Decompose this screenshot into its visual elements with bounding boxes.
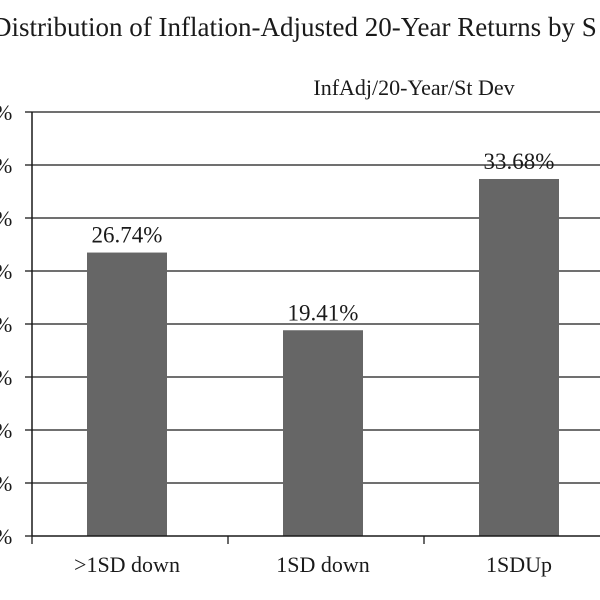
bar [479,178,559,536]
y-axis-ticks: %%%%%%%%% [0,100,32,549]
y-tick-label: % [0,524,12,549]
y-tick-label: % [0,312,12,337]
data-label: 33.68% [484,149,555,174]
axes [31,112,600,537]
x-tick-label: >1SD down [74,552,180,577]
y-tick-label: % [0,100,12,125]
x-tick-label: 1SD down [276,552,370,577]
y-tick-label: % [0,418,12,443]
y-tick-label: % [0,365,12,390]
y-tick-label: % [0,206,12,231]
y-tick-label: % [0,153,12,178]
value-labels: 26.74% 19.41% 33.68% [92,149,555,325]
bar [87,252,167,536]
data-label: 26.74% [92,223,163,248]
x-tick-label: 1SDUp [486,552,552,577]
y-tick-label: % [0,259,12,284]
x-axis-ticks: >1SD down 1SD down 1SDUp [31,536,552,577]
series-label: InfAdj/20-Year/St Dev [313,75,514,100]
chart-title: Distribution of Inflation-Adjusted 20-Ye… [0,12,597,42]
y-tick-label: % [0,471,12,496]
bars [87,178,559,536]
bar [283,330,363,536]
data-label: 19.41% [288,300,359,325]
